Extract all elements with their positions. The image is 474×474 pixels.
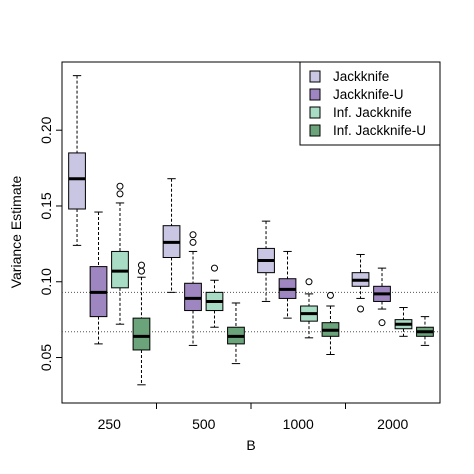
y-axis-title: Variance Estimate <box>8 176 24 289</box>
outlier-point <box>189 231 197 239</box>
outlier-point <box>116 182 124 190</box>
iqr-box <box>132 317 151 351</box>
iqr-box <box>68 152 86 210</box>
box-1000-0 <box>257 220 275 302</box>
x-axis-title: B <box>246 437 255 453</box>
legend-label: Jackknife <box>333 69 389 84</box>
box-500-0 <box>162 178 181 293</box>
box-500-2 <box>205 264 224 328</box>
outlier-point <box>210 264 218 272</box>
box-250-2 <box>111 182 129 325</box>
legend-frame <box>299 61 441 146</box>
x-axis: 250 500 1000 2000 <box>98 403 409 432</box>
iqr-box <box>184 282 202 312</box>
outlier-point <box>137 261 145 269</box>
box-250-0 <box>68 75 86 246</box>
outlier-point <box>357 305 365 313</box>
outlier-point <box>305 278 313 286</box>
y-tick-label: 0.05 <box>38 344 54 371</box>
legend: Jackknife Jackknife-U Inf. Jackknife Inf. J… <box>299 61 441 146</box>
iqr-box <box>111 250 129 289</box>
box-2000-2 <box>394 307 413 337</box>
box-groups <box>68 75 434 386</box>
y-axis: 0.05 0.10 0.15 0.20 <box>38 116 62 371</box>
box-1000-1 <box>278 250 297 319</box>
box-2000-3 <box>416 316 434 346</box>
legend-swatch <box>309 88 321 101</box>
outlier-point <box>326 291 334 299</box>
outlier-point <box>378 319 386 327</box>
outlier-point <box>116 190 124 198</box>
y-tick-label: 0.10 <box>38 268 54 295</box>
legend-label: Jackknife-U <box>333 87 404 102</box>
box-1000-2 <box>300 278 318 339</box>
box-1000-3 <box>321 291 340 356</box>
x-tick-label: 1000 <box>283 416 314 432</box>
box-250-3 <box>132 261 151 386</box>
y-tick-label: 0.15 <box>38 192 54 219</box>
legend-label: Inf. Jackknife <box>333 105 412 120</box>
legend-swatch <box>309 124 321 137</box>
outlier-point <box>137 267 145 275</box>
outlier-point <box>189 238 197 246</box>
box-500-3 <box>227 302 245 365</box>
x-tick-label: 2000 <box>377 416 408 432</box>
box-250-1 <box>89 211 108 345</box>
y-tick-label: 0.20 <box>38 116 54 143</box>
box-2000-0 <box>351 253 370 313</box>
legend-label: Inf. Jackknife-U <box>333 123 426 138</box>
box-500-1 <box>184 231 202 346</box>
box-2000-1 <box>373 267 391 327</box>
legend-swatch <box>309 106 321 119</box>
legend-swatch <box>309 70 321 83</box>
x-tick-label: 500 <box>192 416 216 432</box>
x-tick-label: 250 <box>98 416 122 432</box>
